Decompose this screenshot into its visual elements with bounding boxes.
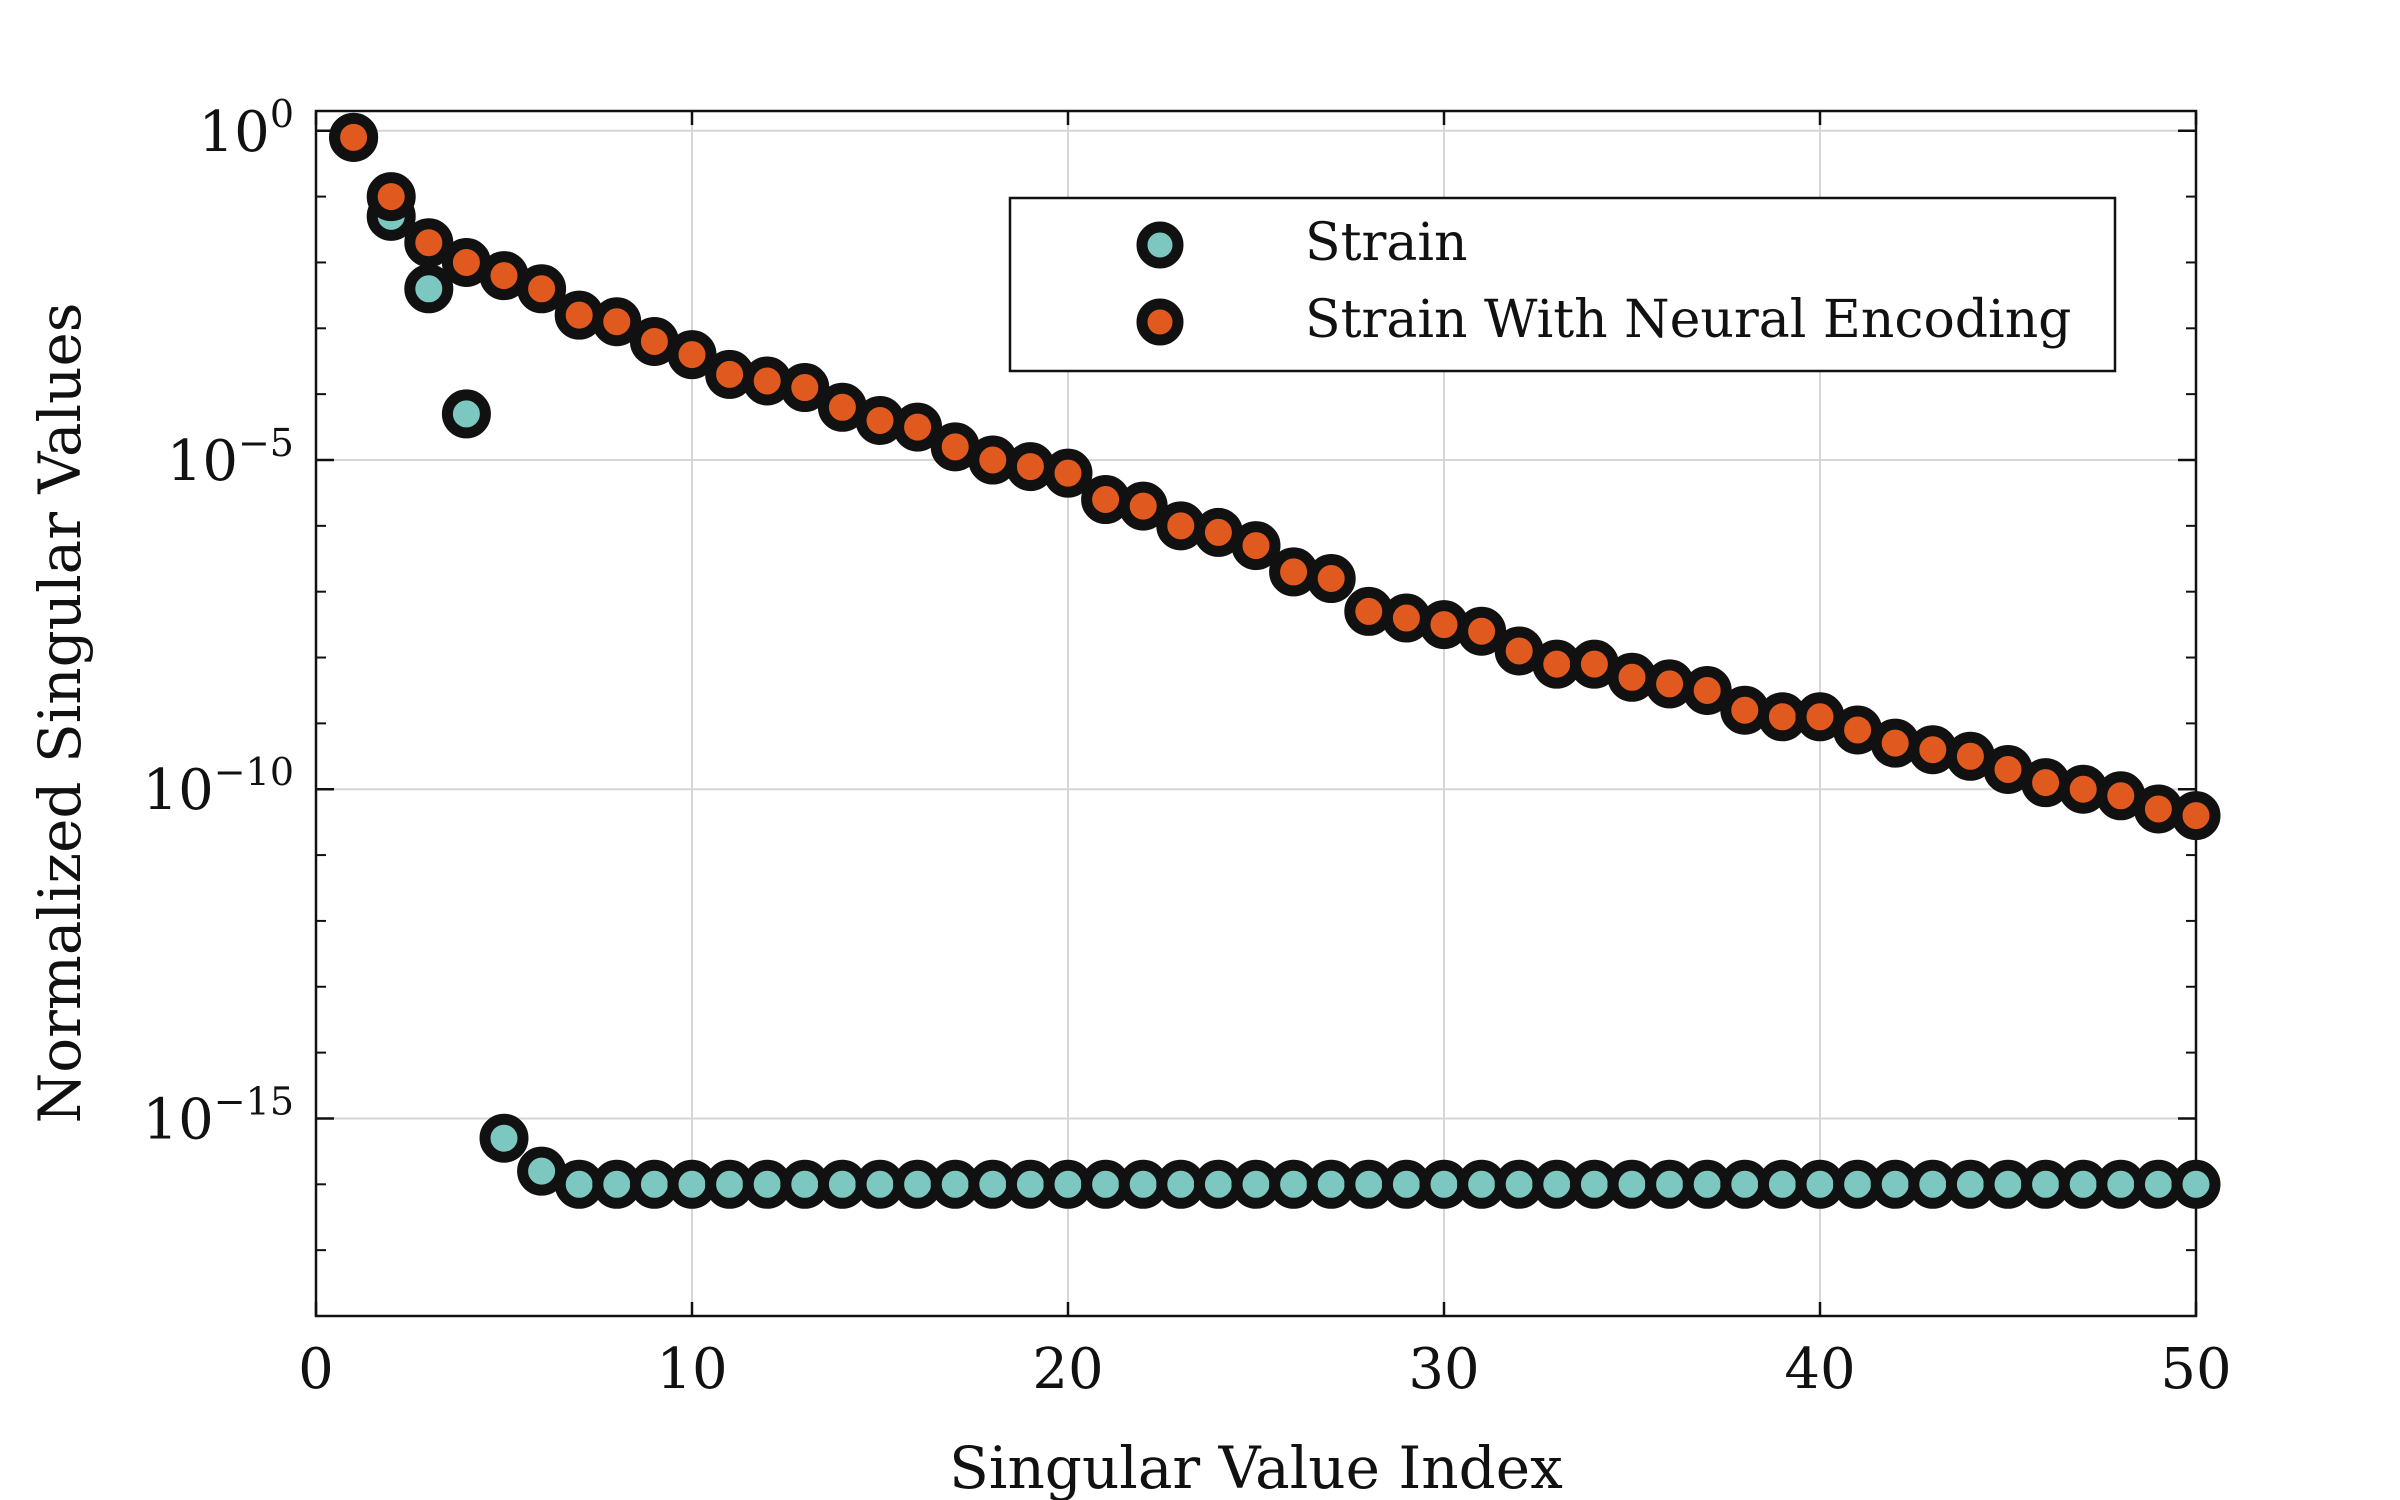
data-point (441, 389, 491, 439)
x-tick-label: 0 (298, 1337, 334, 1402)
series-strain-with-neural-encoding (329, 112, 2221, 841)
data-point (404, 218, 454, 268)
x-tick-label: 50 (2160, 1337, 2231, 1402)
data-point (329, 112, 379, 162)
data-point (1381, 593, 1431, 643)
data-point (742, 356, 792, 406)
data-point (1269, 547, 1319, 597)
legend-box (1008, 196, 2117, 373)
y-tick-label: 100 (199, 92, 294, 165)
data-point (517, 264, 567, 314)
data-point (1118, 481, 1168, 531)
axis-ticks: 0 10 20 30 40 50 100 10−5 10−10 10−15 (143, 92, 2232, 1402)
data-point (780, 363, 830, 413)
data-point (893, 402, 943, 452)
x-tick-label: 10 (656, 1337, 727, 1402)
data-point (554, 290, 604, 340)
data-point (705, 349, 755, 399)
data-point (2058, 764, 2108, 814)
data-point (1908, 725, 1958, 775)
data-point (479, 1113, 529, 1163)
data-series (329, 112, 2221, 1209)
y-tick-label: 10−15 (143, 1079, 294, 1152)
y-tick-label: 10−5 (167, 421, 294, 494)
data-point (2021, 758, 2071, 808)
data-point (968, 435, 1018, 485)
data-point (1720, 685, 1770, 735)
data-point (1419, 600, 1469, 650)
data-point (1005, 442, 1055, 492)
legend-label-strain: Strain (1305, 213, 1468, 273)
data-point (1607, 652, 1657, 702)
data-point (1043, 448, 1093, 498)
data-point (366, 172, 416, 222)
legend-label-neural: Strain With Neural Encoding (1305, 290, 2071, 350)
plot-frame (314, 109, 2198, 1318)
data-point (1081, 474, 1131, 524)
data-point (1457, 606, 1507, 656)
x-tick-label: 20 (1032, 1337, 1103, 1402)
data-point (667, 330, 717, 380)
legend-marker-neural (1136, 298, 1184, 346)
legend: Strain Strain With Neural Encoding (1008, 196, 2117, 373)
data-point (2171, 791, 2221, 841)
data-point (1645, 659, 1695, 709)
x-tick-label: 40 (1784, 1337, 1855, 1402)
data-point (1344, 586, 1394, 636)
data-point (592, 297, 642, 347)
data-point (855, 395, 905, 445)
data-point (1156, 501, 1206, 551)
y-tick-label: 10−10 (143, 750, 294, 823)
series-strain (329, 112, 2221, 1209)
data-point (1231, 521, 1281, 571)
data-point (2133, 784, 2183, 834)
x-axis-label: Singular Value Index (949, 1434, 1563, 1500)
data-point (1682, 665, 1732, 715)
data-point (2171, 1159, 2221, 1209)
legend-marker-strain (1136, 221, 1184, 269)
x-tick-label: 30 (1408, 1337, 1479, 1402)
data-point (404, 264, 454, 314)
y-axis-label: Normalized Singular Values (26, 302, 94, 1123)
data-point (1870, 718, 1920, 768)
data-point (1306, 554, 1356, 604)
